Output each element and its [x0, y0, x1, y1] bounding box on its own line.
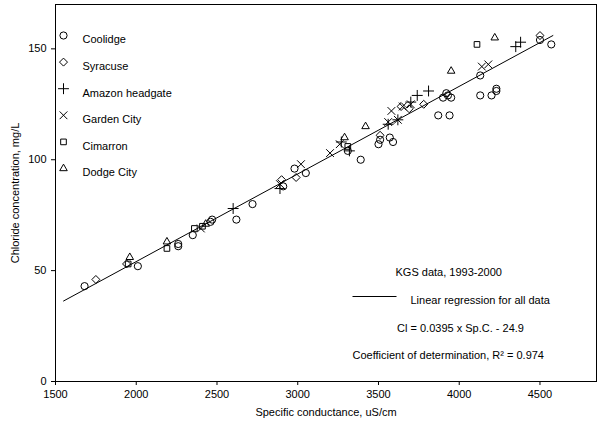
- svg-text:3500: 3500: [366, 388, 390, 400]
- svg-text:Coolidge: Coolidge: [83, 33, 126, 45]
- svg-text:150: 150: [28, 42, 46, 54]
- svg-text:4500: 4500: [528, 388, 552, 400]
- svg-text:50: 50: [34, 264, 46, 276]
- svg-text:2500: 2500: [205, 388, 229, 400]
- svg-text:Chloride concentration, mg/L: Chloride concentration, mg/L: [9, 123, 21, 264]
- svg-text:Garden City: Garden City: [83, 113, 142, 125]
- svg-text:100: 100: [28, 153, 46, 165]
- svg-text:Syracuse: Syracuse: [83, 60, 129, 72]
- svg-text:2000: 2000: [124, 388, 148, 400]
- svg-text:Coefficient of determination,: Coefficient of determination, R² = 0.974: [353, 349, 545, 361]
- svg-text:3000: 3000: [285, 388, 309, 400]
- svg-text:1500: 1500: [43, 388, 67, 400]
- svg-text:KGS data, 1993-2000: KGS data, 1993-2000: [396, 266, 502, 278]
- svg-text:Dodge City: Dodge City: [83, 166, 138, 178]
- svg-text:Amazon headgate: Amazon headgate: [83, 87, 172, 99]
- svg-text:Cimarron: Cimarron: [83, 140, 128, 152]
- svg-text:Specific conductance, uS/cm: Specific conductance, uS/cm: [255, 406, 396, 418]
- svg-text:Linear regression for all data: Linear regression for all data: [411, 294, 551, 306]
- svg-text:Cl = 0.0395 x Sp.C. - 24.9: Cl = 0.0395 x Sp.C. - 24.9: [397, 322, 524, 334]
- svg-text:0: 0: [40, 375, 46, 387]
- svg-text:4000: 4000: [447, 388, 471, 400]
